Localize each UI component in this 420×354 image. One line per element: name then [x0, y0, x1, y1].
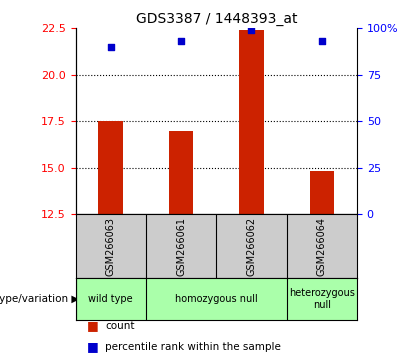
Bar	[239, 30, 264, 214]
Bar	[98, 121, 123, 214]
Point	[318, 39, 325, 44]
Text: GSM266062: GSM266062	[247, 216, 257, 276]
Text: wild type: wild type	[89, 294, 133, 304]
Point	[178, 39, 184, 44]
Text: GSM266063: GSM266063	[106, 217, 116, 275]
Text: genotype/variation ▶: genotype/variation ▶	[0, 294, 79, 304]
Text: ■: ■	[87, 319, 98, 332]
Text: percentile rank within the sample: percentile rank within the sample	[105, 342, 281, 352]
Point	[108, 44, 114, 50]
Bar	[169, 131, 194, 214]
Bar	[310, 171, 334, 214]
Text: count: count	[105, 321, 134, 331]
Text: GSM266064: GSM266064	[317, 217, 327, 275]
Text: homozygous null: homozygous null	[175, 294, 258, 304]
Title: GDS3387 / 1448393_at: GDS3387 / 1448393_at	[136, 12, 297, 26]
Text: ■: ■	[87, 341, 98, 353]
Text: heterozygous
null: heterozygous null	[289, 288, 355, 310]
Text: GSM266061: GSM266061	[176, 217, 186, 275]
Point	[248, 27, 255, 33]
